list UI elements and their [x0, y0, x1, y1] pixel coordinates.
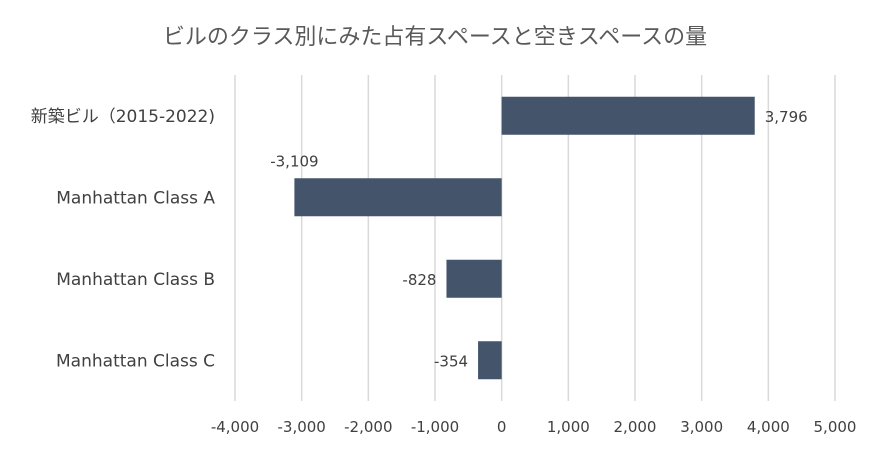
bar	[294, 178, 502, 217]
category-label: Manhattan Class B	[56, 270, 215, 290]
category-label: 新築ビル（2015-2022)	[31, 107, 215, 127]
x-tick-label: 2,000	[614, 418, 657, 436]
x-tick-label: 4,000	[747, 418, 790, 436]
bars	[294, 96, 755, 380]
chart-title: ビルのクラス別にみた占有スペースと空きスペースの量	[163, 25, 707, 50]
x-axis-tick-labels: -4,000 -3,000 -2,000 -1,000 0 1,000 2,000 3,000…	[211, 418, 857, 436]
x-tick-label: 3,000	[680, 418, 723, 436]
bar	[501, 96, 755, 135]
x-tick-label: -4,000	[211, 418, 259, 436]
data-label: 3,796	[765, 108, 808, 126]
x-tick-label: -2,000	[344, 418, 392, 436]
x-tick-label: 1,000	[547, 418, 590, 436]
data-label: -354	[434, 352, 468, 370]
x-tick-label: -3,000	[277, 418, 325, 436]
bar	[446, 259, 502, 298]
data-label: -3,109	[270, 152, 318, 170]
x-tick-label: 5,000	[814, 418, 857, 436]
category-labels: 新築ビル（2015-2022) Manhattan Class A Manhatta…	[31, 107, 216, 372]
data-labels: 3,796 -3,109 -828 -354	[270, 108, 807, 371]
x-tick-label: 0	[497, 418, 507, 436]
category-label: Manhattan Class A	[56, 188, 215, 208]
data-label: -828	[402, 271, 436, 289]
category-label: Manhattan Class C	[56, 351, 215, 371]
bar	[478, 341, 502, 380]
x-tick-label: -1,000	[411, 418, 459, 436]
